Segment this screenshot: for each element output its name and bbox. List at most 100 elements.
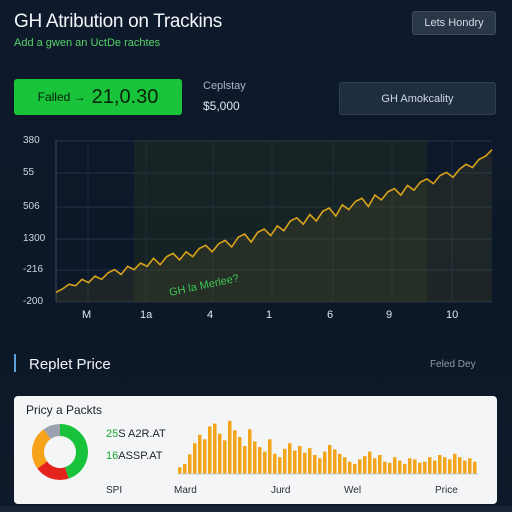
bar	[433, 460, 437, 474]
bar	[473, 461, 477, 474]
price-button[interactable]: Falled → 21,0.30	[14, 79, 182, 115]
bar	[313, 455, 317, 474]
bar	[328, 444, 332, 474]
bar	[263, 451, 267, 474]
y-tick-label: -216	[23, 264, 44, 275]
bar	[278, 457, 282, 474]
bar	[213, 423, 217, 474]
bar	[303, 452, 307, 474]
bar	[453, 453, 457, 474]
bar-axis-label: Wel	[344, 485, 362, 496]
donut-slice	[37, 461, 69, 480]
bar	[343, 457, 347, 474]
bar	[203, 439, 207, 474]
bar	[318, 458, 322, 474]
bar	[258, 447, 262, 474]
bar-axis-label: Jurd	[271, 485, 291, 496]
bar	[223, 440, 227, 474]
bar-axis-label: Mard	[174, 485, 197, 496]
legend-number: 25	[106, 428, 119, 440]
chart-highlight-band	[134, 140, 427, 302]
bar	[368, 451, 372, 474]
bar	[198, 434, 202, 474]
price-card: Pricy a Packts 25S A2R.AT 16ASSP.AT SPI M…	[14, 396, 497, 504]
legend-text: ASSP.AT	[118, 450, 163, 462]
x-tick-label: 10	[446, 309, 459, 321]
bar	[218, 433, 222, 474]
bar	[243, 446, 247, 474]
card-title: Pricy a Packts	[26, 403, 103, 417]
y-tick-label: -200	[23, 296, 44, 307]
bar	[188, 454, 192, 474]
main-chart: GH la Merlee?	[55, 140, 493, 303]
legend-text: S A2R.AT	[118, 428, 166, 440]
bar-chart	[178, 420, 478, 475]
bar	[273, 453, 277, 474]
bar	[228, 420, 232, 474]
bar	[178, 467, 182, 474]
bar	[438, 455, 442, 474]
bar	[293, 450, 297, 474]
bar	[208, 426, 212, 474]
analytics-button[interactable]: GH Amokcality	[339, 82, 496, 115]
donut-slice	[59, 424, 88, 479]
bar	[458, 457, 462, 474]
price-button-value: 21,0.30	[91, 85, 159, 108]
donut-chart	[32, 424, 88, 480]
bar	[448, 459, 452, 474]
section-marker	[14, 354, 16, 372]
page-subtitle: Add a gwen an UctDe rachtes	[14, 37, 161, 49]
bar	[353, 463, 357, 474]
bar	[428, 457, 432, 474]
bar	[468, 458, 472, 474]
price-button-label: Falled →	[37, 90, 86, 104]
legend-item: 16ASSP.AT	[106, 450, 162, 462]
y-tick-label: 1300	[23, 233, 46, 244]
x-tick-label: 9	[386, 309, 393, 321]
bar	[253, 441, 257, 474]
bar	[383, 461, 387, 474]
bar	[463, 460, 467, 474]
x-tick-label: 1	[266, 309, 273, 321]
bar	[423, 461, 427, 474]
bar	[268, 439, 272, 474]
x-tick-label: 1a	[140, 309, 153, 321]
section-right-label[interactable]: Feled Dey	[430, 359, 476, 370]
donut-slice	[32, 429, 51, 469]
bar	[348, 461, 352, 474]
bar	[363, 456, 367, 474]
bar-axis-label: SPI	[106, 485, 123, 496]
y-tick-label: 506	[23, 201, 40, 212]
bottom-strip	[0, 506, 512, 512]
bar	[378, 455, 382, 474]
legend-number: 16	[106, 450, 119, 462]
bar	[233, 430, 237, 474]
bar	[283, 448, 287, 474]
bar	[183, 463, 187, 474]
summary-caption-value: $5,000	[203, 99, 240, 113]
x-tick-label: M	[82, 309, 92, 321]
bar	[248, 429, 252, 474]
bar	[398, 460, 402, 474]
bar	[408, 458, 412, 474]
bar	[388, 462, 392, 474]
bar	[308, 448, 312, 474]
bar-axis-label: Price	[435, 485, 458, 496]
bar	[323, 451, 327, 474]
bar	[403, 463, 407, 474]
section-title: Replet Price	[29, 356, 111, 373]
chart-area-fill	[56, 149, 492, 302]
bar	[298, 446, 302, 474]
header-button[interactable]: Lets Hondry	[412, 11, 496, 35]
summary-caption-label: Ceplstay	[203, 80, 246, 92]
y-tick-label: 55	[23, 167, 35, 178]
bar	[373, 458, 377, 474]
bar	[393, 457, 397, 474]
bar	[418, 462, 422, 474]
bar	[338, 453, 342, 474]
chart-series-line	[55, 149, 493, 294]
bar	[358, 459, 362, 474]
bar	[288, 443, 292, 474]
legend-item: 25S A2R.AT	[106, 428, 166, 440]
